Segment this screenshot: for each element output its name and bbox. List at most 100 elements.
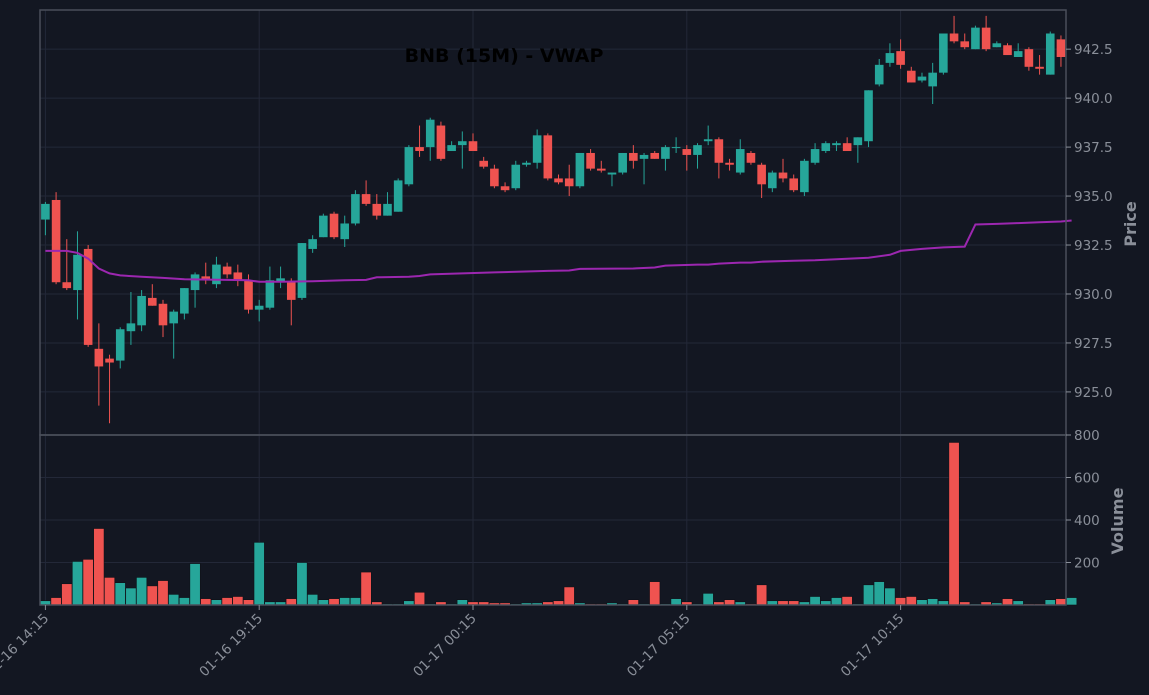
candle-body	[73, 254, 82, 291]
volume-bar	[948, 442, 960, 606]
candle-body	[885, 53, 895, 63]
volume-bar	[927, 598, 939, 606]
volume-tick-label: 800	[1074, 428, 1100, 444]
candle-body	[532, 135, 542, 163]
candle-body	[714, 139, 724, 163]
candle-body	[500, 186, 510, 191]
volume-bar	[61, 583, 73, 606]
candle-body	[511, 164, 521, 189]
volume-bar	[360, 571, 372, 606]
candle-body	[94, 348, 104, 367]
candle-body	[543, 135, 553, 179]
volume-bar	[136, 577, 148, 606]
volume-bar	[317, 599, 329, 606]
candle-body	[842, 143, 852, 152]
candle-body	[115, 329, 125, 361]
candle-body	[319, 215, 328, 238]
price-tick-label: 937.5	[1074, 140, 1113, 156]
candle-body	[939, 33, 948, 73]
price-axis: 925.0 927.5 930.0 932.5 935.0 937.5 940.0 942.5	[1066, 42, 1113, 401]
candle-body	[169, 311, 178, 324]
candle-body	[1056, 39, 1066, 58]
volume-bar	[93, 528, 105, 606]
volume-bar	[1055, 598, 1067, 606]
volume-axis: 200 400 600 800	[1066, 428, 1100, 572]
candle-body	[992, 43, 1002, 48]
candle-body	[810, 149, 820, 163]
candle-body	[425, 119, 435, 148]
candle-body	[404, 147, 414, 185]
volume-bar	[809, 596, 821, 606]
volume-bar	[349, 597, 361, 606]
candle-body	[361, 194, 371, 204]
candle-body	[607, 172, 617, 175]
candle-body	[800, 160, 809, 193]
volume-bar	[125, 587, 137, 606]
volume-bar	[670, 598, 682, 606]
candle-body	[137, 295, 146, 326]
candle-body	[372, 203, 382, 216]
candle-body	[340, 223, 350, 240]
candle-body	[490, 168, 499, 187]
volume-bar	[50, 597, 62, 606]
candle-body	[703, 139, 713, 142]
candle-body	[41, 203, 50, 220]
volume-bar	[296, 562, 308, 606]
price-tick-label: 925.0	[1074, 385, 1113, 401]
candle-body	[789, 178, 798, 191]
candle-body	[158, 303, 168, 326]
volume-tick-label: 400	[1074, 513, 1100, 529]
volume-bar	[884, 587, 896, 606]
volume-bar	[627, 599, 639, 606]
candle-body	[383, 203, 392, 216]
candle-body	[661, 147, 670, 159]
volume-bar	[724, 599, 736, 606]
candle-body	[458, 141, 467, 146]
candle-body	[393, 180, 403, 212]
candle-body	[618, 152, 627, 173]
candle-body	[51, 199, 61, 283]
volume-bar	[243, 599, 255, 606]
candle-body	[896, 51, 905, 65]
chart-title: BNB (15M) - VWAP	[405, 45, 604, 67]
candle-body	[650, 152, 660, 159]
volume-tick-label: 200	[1074, 556, 1100, 572]
grid	[40, 10, 1066, 605]
volume-bar	[863, 584, 875, 606]
candle-body	[906, 70, 916, 83]
candle-body	[981, 27, 991, 50]
volume-bar	[253, 542, 265, 606]
candle-body	[596, 168, 606, 171]
volume-bar	[189, 563, 201, 606]
candle-body	[682, 149, 692, 155]
volume-bar	[146, 585, 158, 606]
volume-bar	[1066, 597, 1078, 606]
candle-body	[180, 288, 189, 314]
candle-body	[222, 266, 232, 275]
candle-body	[575, 152, 585, 187]
volume-bar	[285, 598, 297, 606]
candle-body	[83, 248, 93, 345]
volume-bar	[221, 597, 233, 606]
candle-body	[757, 164, 766, 185]
candle-body	[105, 358, 114, 363]
candle-body	[233, 272, 243, 281]
candle-body	[735, 149, 745, 173]
candle-body	[693, 145, 702, 155]
candle-body	[1013, 51, 1023, 58]
candle-body	[148, 297, 157, 306]
candle-body	[746, 152, 756, 163]
candle-body	[639, 154, 649, 159]
candle-body	[522, 162, 531, 165]
candle-body	[308, 239, 317, 249]
volume-bar	[895, 597, 907, 606]
candle-body	[62, 282, 72, 289]
candle-body	[447, 145, 456, 152]
volume-bar	[157, 580, 169, 606]
volume-bar	[649, 581, 661, 606]
candle-body	[297, 243, 307, 298]
candle-body	[554, 178, 563, 183]
candle-body	[286, 282, 296, 300]
volume-bar	[71, 561, 83, 606]
